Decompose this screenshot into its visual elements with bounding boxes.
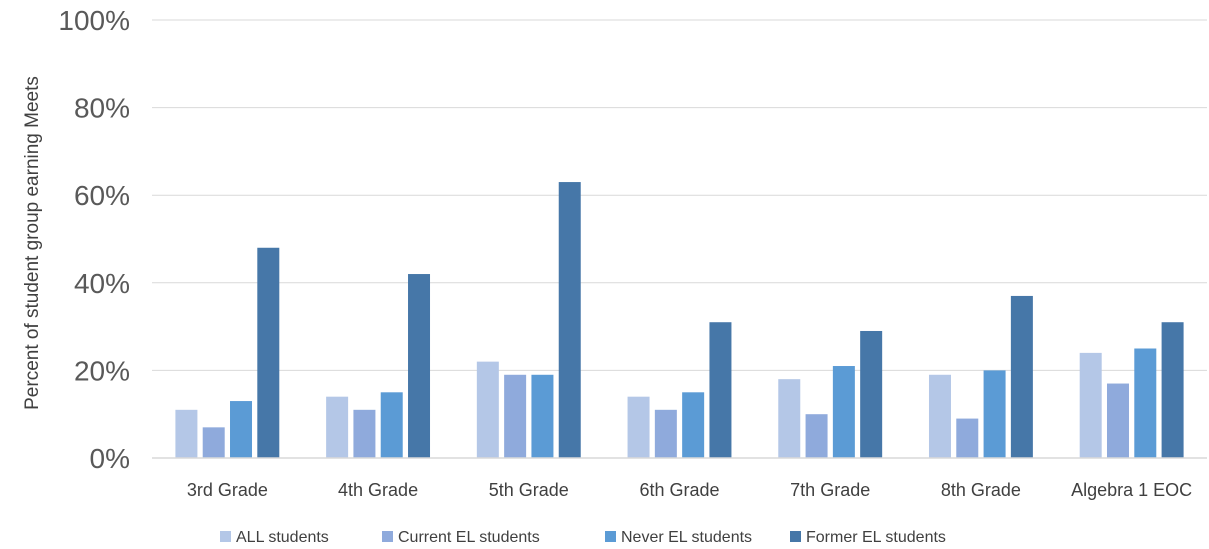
gridlines — [152, 19, 1207, 371]
bar — [860, 330, 883, 458]
bar — [983, 370, 1006, 458]
bar — [408, 274, 431, 458]
bar — [476, 361, 499, 458]
bar — [1106, 383, 1129, 458]
bar — [928, 374, 951, 458]
bar — [202, 427, 225, 458]
bar — [682, 392, 705, 458]
y-tick-label: 100% — [58, 5, 130, 36]
bar — [326, 396, 349, 458]
bar — [558, 182, 581, 458]
x-category-label: Algebra 1 EOC — [1071, 480, 1192, 500]
bar — [1134, 348, 1157, 458]
bars — [175, 182, 1184, 458]
legend-label: Never EL students — [621, 529, 752, 546]
bar — [778, 379, 801, 458]
x-category-label: 4th Grade — [338, 480, 418, 500]
bar — [805, 414, 828, 458]
y-tick-label: 20% — [74, 355, 130, 386]
legend-label: Former EL students — [806, 529, 946, 546]
bar — [175, 409, 198, 458]
bar — [654, 409, 677, 458]
bar — [257, 247, 280, 458]
bar — [230, 401, 253, 458]
legend-label: ALL students — [236, 529, 329, 546]
bar — [1010, 295, 1033, 458]
legend-swatch — [790, 531, 801, 542]
x-category-label: 3rd Grade — [187, 480, 268, 500]
bar — [1161, 322, 1184, 458]
y-axis-title: Percent of student group earning Meets — [22, 76, 43, 410]
y-axis-ticks: 0% 20% 40% 60% 80% 100% — [58, 5, 130, 474]
bar — [832, 366, 855, 458]
x-category-label: 6th Grade — [639, 480, 719, 500]
y-tick-label: 60% — [74, 180, 130, 211]
bar — [380, 392, 403, 458]
x-category-label: 8th Grade — [941, 480, 1021, 500]
x-axis-categories: 3rd Grade 4th Grade 5th Grade 6th Grade 7th … — [187, 480, 1192, 500]
bar — [353, 409, 376, 458]
bar — [627, 396, 650, 458]
bar — [531, 374, 554, 458]
y-tick-label: 80% — [74, 93, 130, 124]
x-category-label: 5th Grade — [489, 480, 569, 500]
x-category-label: 7th Grade — [790, 480, 870, 500]
legend-swatch — [605, 531, 616, 542]
legend-label: Current EL students — [398, 529, 540, 546]
bar — [709, 322, 732, 458]
y-tick-label: 0% — [90, 443, 130, 474]
bar — [504, 374, 527, 458]
bar — [1079, 352, 1102, 458]
legend-swatch — [382, 531, 393, 542]
legend-swatch — [220, 531, 231, 542]
y-tick-label: 40% — [74, 268, 130, 299]
legend: ALL students Current EL students Never EL … — [220, 529, 946, 546]
bar — [956, 418, 979, 458]
